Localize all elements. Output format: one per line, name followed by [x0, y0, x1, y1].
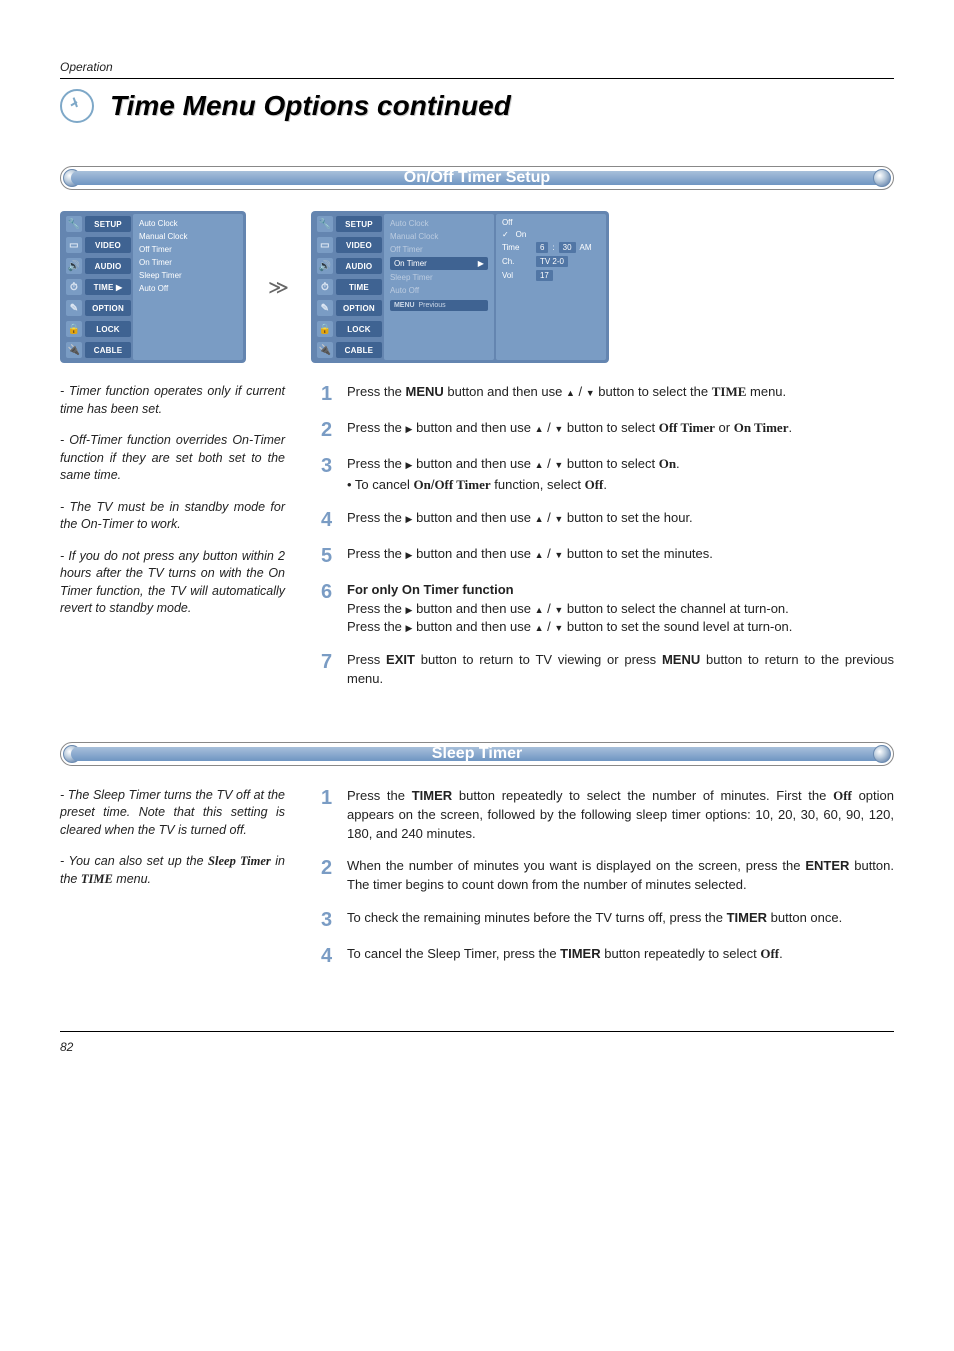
step-4: 4 Press the button and then use / button…: [321, 509, 894, 531]
menu-panel-item: Auto Off: [139, 283, 237, 294]
notes-column-1: - Timer function operates only if curren…: [60, 383, 285, 632]
step-num-1: 1: [321, 383, 347, 405]
menu-panel-item: On Timer: [139, 257, 237, 268]
step-1: 1 Press the MENU button and then use / b…: [321, 383, 894, 405]
menu-sidebar-item: 🔌CABLE: [63, 340, 131, 360]
page-title: Time Menu Options continued: [110, 90, 511, 122]
steps-column-2: 1 Press the TIMER button repeatedly to s…: [321, 787, 894, 981]
menu-panel-item: Manual Clock: [139, 231, 237, 242]
menu-panel-item: Sleep Timer: [390, 272, 488, 283]
menu-panel-item: Sleep Timer: [139, 270, 237, 281]
note-2: Off-Timer function overrides On-Timer fu…: [60, 433, 285, 482]
title-row: Time Menu Options continued: [60, 89, 894, 123]
menu-panel-item: Auto Off: [390, 285, 488, 296]
banner-text-1: On/Off Timer Setup: [71, 169, 883, 187]
step-3: 3 Press the button and then use / button…: [321, 455, 894, 495]
menu-sidebar-item: ▭VIDEO: [314, 235, 382, 255]
header-operation: Operation: [60, 60, 894, 79]
menu-panel-item-highlight: On Timer▶: [390, 257, 488, 270]
step-num-3: 3: [321, 455, 347, 495]
step-6: 6 For only On Timer function Press the b…: [321, 581, 894, 638]
page-number: 82: [60, 1031, 894, 1054]
banner-text-2: Sleep Timer: [71, 745, 883, 763]
menu-sidebar-item: 🔒LOCK: [314, 319, 382, 339]
note-3: The TV must be in standby mode for the O…: [60, 500, 285, 532]
menu-sidebar-item: 🔊AUDIO: [314, 256, 382, 276]
submenu-on: On: [502, 230, 600, 239]
step-num-2: 2: [321, 419, 347, 441]
note-s2-1: The Sleep Timer turns the TV off at the …: [60, 788, 285, 837]
menu-panel-item: Auto Clock: [139, 218, 237, 229]
section1-content: - Timer function operates only if curren…: [60, 383, 894, 703]
step-7: 7 Press EXIT button to return to TV view…: [321, 651, 894, 689]
menu-sidebar-item: 🔒LOCK: [63, 319, 131, 339]
diagrams-row: 🔧SETUP▭VIDEO🔊AUDIO⏱TIME ▶✎OPTION🔒LOCK🔌CA…: [60, 211, 894, 363]
s2-step-2: 2 When the number of minutes you want is…: [321, 857, 894, 895]
step-5: 5 Press the button and then use / button…: [321, 545, 894, 567]
step-2: 2 Press the button and then use / button…: [321, 419, 894, 441]
menu-hint: MENU Previous: [390, 300, 488, 311]
step-num-7: 7: [321, 651, 347, 689]
note-4: If you do not press any button within 2 …: [60, 549, 285, 616]
steps-column-1: 1 Press the MENU button and then use / b…: [321, 383, 894, 703]
menu-screenshot-left: 🔧SETUP▭VIDEO🔊AUDIO⏱TIME ▶✎OPTION🔒LOCK🔌CA…: [60, 211, 246, 363]
menu-sidebar-item: 🔌CABLE: [314, 340, 382, 360]
s2-step-3: 3 To check the remaining minutes before …: [321, 909, 894, 931]
submenu-row: Time6:30AM: [502, 242, 600, 253]
menu-panel-item: Manual Clock: [390, 231, 488, 242]
submenu-row: Ch.TV 2-0: [502, 256, 600, 267]
section-banner-sleep: Sleep Timer: [60, 739, 894, 769]
menu-sidebar-item: ⏱TIME ▶: [63, 277, 131, 297]
s2-step-4: 4 To cancel the Sleep Timer, press the T…: [321, 945, 894, 967]
section-banner-onoff: On/Off Timer Setup: [60, 163, 894, 193]
arrow-between-icon: ≫: [268, 275, 289, 300]
menu-screenshot-right: 🔧SETUP▭VIDEO🔊AUDIO⏱TIME✎OPTION🔒LOCK🔌CABL…: [311, 211, 609, 363]
menu-sidebar-item: ✎OPTION: [314, 298, 382, 318]
menu-sidebar-item: 🔊AUDIO: [63, 256, 131, 276]
step-num-5: 5: [321, 545, 347, 567]
menu-sidebar-item: ▭VIDEO: [63, 235, 131, 255]
step-num-6: 6: [321, 581, 347, 638]
s2-step-1: 1 Press the TIMER button repeatedly to s…: [321, 787, 894, 844]
step-num-4: 4: [321, 509, 347, 531]
menu-sidebar-item: 🔧SETUP: [63, 214, 131, 234]
submenu-off: Off: [502, 218, 600, 227]
menu-panel-item: Off Timer: [390, 244, 488, 255]
menu-panel-item: Off Timer: [139, 244, 237, 255]
note-1: Timer function operates only if current …: [60, 384, 285, 416]
menu-sidebar-item: ⏱TIME: [314, 277, 382, 297]
menu-sidebar-item: 🔧SETUP: [314, 214, 382, 234]
clock-icon: [60, 89, 94, 123]
notes-column-2: - The Sleep Timer turns the TV off at th…: [60, 787, 285, 903]
menu-panel-item: Auto Clock: [390, 218, 488, 229]
section2-content: - The Sleep Timer turns the TV off at th…: [60, 787, 894, 981]
submenu-row: Vol17: [502, 270, 600, 281]
menu-sidebar-item: ✎OPTION: [63, 298, 131, 318]
